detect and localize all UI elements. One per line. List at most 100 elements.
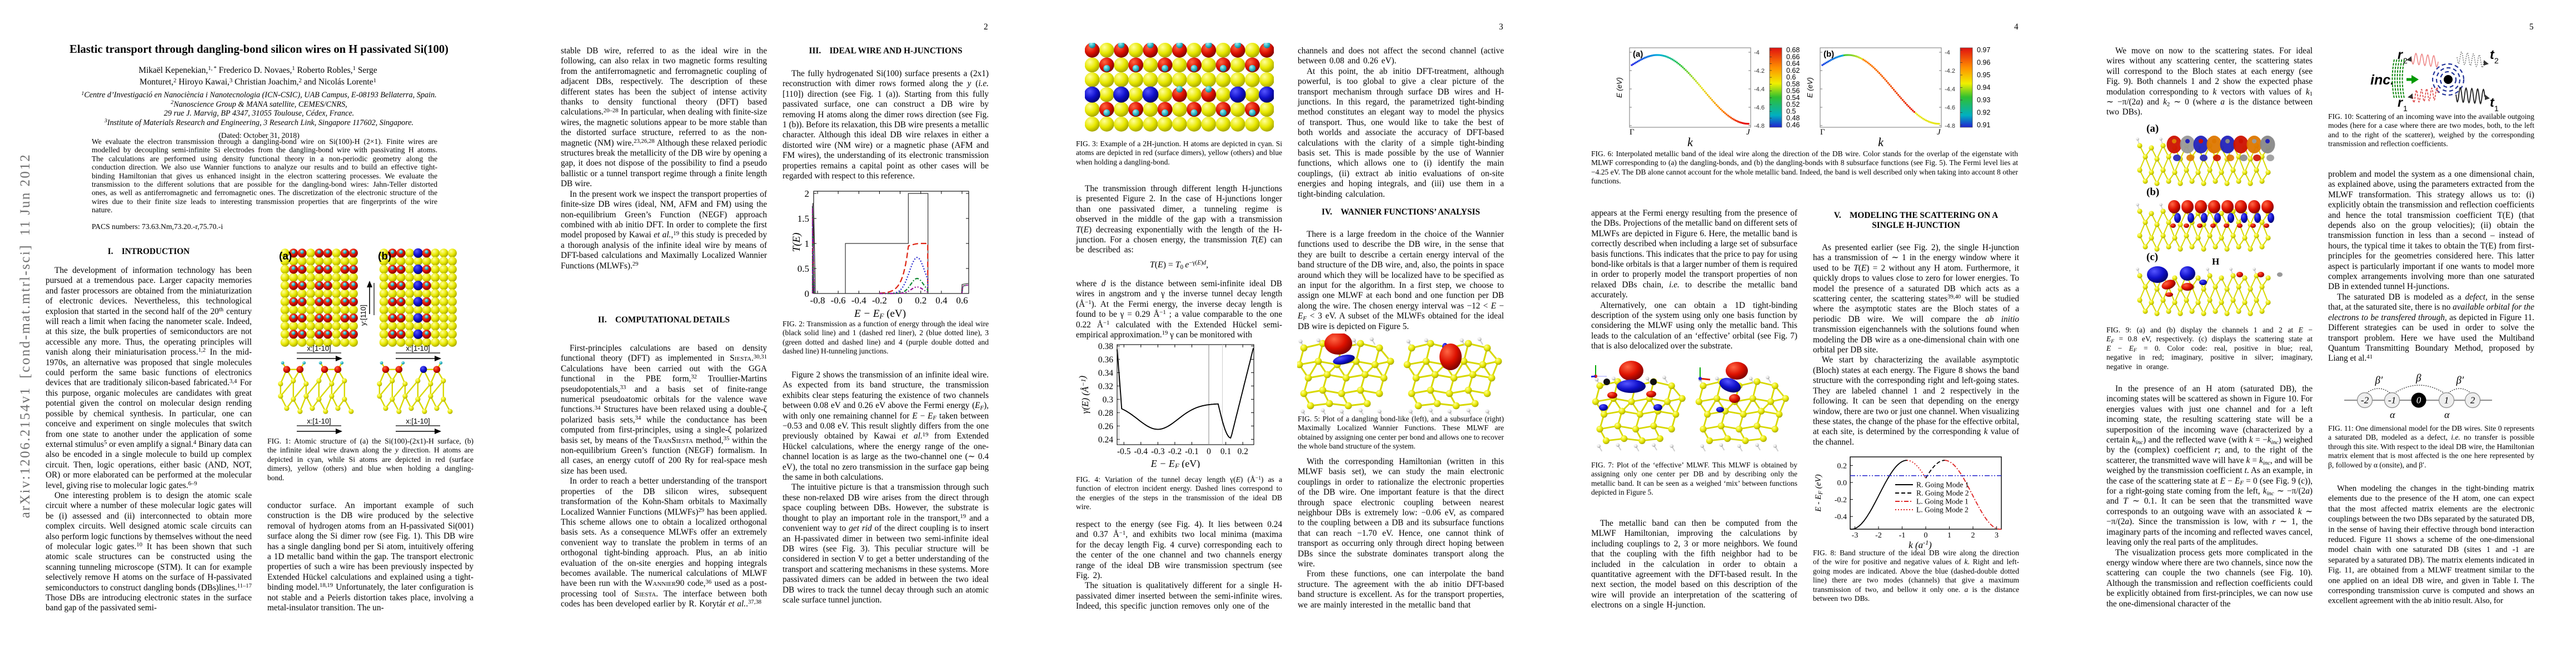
svg-text:0.28: 0.28 bbox=[1098, 409, 1113, 418]
svg-text:-3: -3 bbox=[1852, 531, 1858, 540]
svg-text:-4: -4 bbox=[1754, 49, 1760, 56]
svg-text:0.48: 0.48 bbox=[1786, 115, 1800, 122]
svg-text:0.95: 0.95 bbox=[1977, 71, 1990, 79]
svg-text:Γ: Γ bbox=[1630, 128, 1635, 137]
svg-text:1: 1 bbox=[2403, 104, 2408, 113]
svg-text:x:[1-10]: x:[1-10] bbox=[406, 344, 430, 352]
svg-text:2: 2 bbox=[805, 188, 810, 199]
svg-text:r: r bbox=[2398, 47, 2403, 62]
svg-text:-4.8: -4.8 bbox=[1945, 123, 1955, 130]
svg-text:-0.4: -0.4 bbox=[851, 295, 866, 306]
svg-text:R. Going Mode 1: R. Going Mode 1 bbox=[1916, 481, 1969, 489]
svg-text:inc.: inc. bbox=[2370, 72, 2394, 88]
svg-text:(b): (b) bbox=[2146, 186, 2159, 198]
svg-text:E (eV): E (eV) bbox=[1615, 77, 1623, 98]
svg-text:x:[1-10]: x:[1-10] bbox=[406, 417, 430, 425]
svg-text:(c): (c) bbox=[2146, 251, 2158, 263]
svg-text:0.46: 0.46 bbox=[1786, 121, 1800, 129]
svg-text:0.5: 0.5 bbox=[798, 263, 809, 274]
svg-text:0.68: 0.68 bbox=[1786, 46, 1800, 54]
svg-text:-4.2: -4.2 bbox=[1945, 68, 1955, 74]
svg-text:2: 2 bbox=[2470, 395, 2475, 406]
svg-text:-1: -1 bbox=[1899, 531, 1906, 540]
svg-text:(b): (b) bbox=[1823, 49, 1834, 59]
svg-text:0: 0 bbox=[805, 288, 810, 299]
svg-text:0.2: 0.2 bbox=[915, 295, 926, 306]
svg-text:0.1: 0.1 bbox=[1220, 447, 1231, 456]
svg-text:0.6: 0.6 bbox=[956, 295, 968, 306]
svg-text:0: 0 bbox=[1924, 531, 1928, 540]
svg-text:-4.8: -4.8 bbox=[1754, 123, 1765, 130]
svg-text:1: 1 bbox=[1947, 531, 1951, 540]
svg-text:J: J bbox=[1746, 128, 1751, 137]
svg-text:E - EF (eV): E - EF (eV) bbox=[1814, 474, 1824, 512]
svg-text:E (eV): E (eV) bbox=[1806, 77, 1814, 98]
svg-text:-4.4: -4.4 bbox=[1945, 86, 1955, 93]
svg-text:0: 0 bbox=[2416, 395, 2421, 406]
svg-text:0.56: 0.56 bbox=[1786, 87, 1800, 95]
svg-text:1: 1 bbox=[2444, 395, 2449, 406]
svg-text:-4.6: -4.6 bbox=[1754, 104, 1765, 111]
svg-text:k: k bbox=[1878, 135, 1884, 149]
svg-text:0.36: 0.36 bbox=[1098, 355, 1113, 365]
svg-text:H: H bbox=[2212, 256, 2219, 267]
svg-text:-0.2: -0.2 bbox=[872, 295, 887, 306]
svg-text:1: 1 bbox=[2494, 104, 2499, 113]
svg-text:1: 1 bbox=[805, 238, 810, 249]
svg-text:β′: β′ bbox=[2456, 375, 2464, 386]
svg-text:T(E): T(E) bbox=[791, 233, 803, 252]
svg-text:0.52: 0.52 bbox=[1786, 101, 1800, 108]
svg-text:k: k bbox=[1687, 135, 1693, 149]
svg-text:(a): (a) bbox=[1633, 49, 1643, 59]
svg-text:y:[110]: y:[110] bbox=[359, 305, 367, 326]
svg-text:0.3: 0.3 bbox=[1103, 395, 1114, 405]
svg-text:L. Going Mode 1: L. Going Mode 1 bbox=[1916, 497, 1969, 506]
svg-text:0: 0 bbox=[898, 295, 903, 306]
svg-text:0.91: 0.91 bbox=[1977, 121, 1990, 129]
svg-text:0.92: 0.92 bbox=[1977, 109, 1990, 117]
svg-text:α: α bbox=[2444, 409, 2450, 420]
svg-text:0.24: 0.24 bbox=[1098, 435, 1113, 445]
svg-text:-1: -1 bbox=[2388, 395, 2396, 406]
svg-text:0.62: 0.62 bbox=[1786, 67, 1800, 74]
svg-text:0.4: 0.4 bbox=[935, 295, 948, 306]
svg-text:0.96: 0.96 bbox=[1977, 59, 1990, 67]
svg-text:-4: -4 bbox=[1945, 49, 1950, 56]
svg-text:x:[1-10]: x:[1-10] bbox=[307, 417, 331, 425]
svg-text:-0.3: -0.3 bbox=[1151, 447, 1165, 456]
svg-text:-2: -2 bbox=[2361, 395, 2369, 406]
svg-text:γ(E) (Å−1): γ(E) (Å−1) bbox=[1077, 375, 1090, 414]
svg-text:β′: β′ bbox=[2375, 375, 2383, 386]
svg-text:-0.4: -0.4 bbox=[1134, 447, 1148, 456]
svg-text:0.64: 0.64 bbox=[1786, 60, 1800, 68]
svg-text:Γ: Γ bbox=[1820, 128, 1825, 137]
svg-text:-0.2: -0.2 bbox=[1835, 496, 1847, 505]
svg-text:(a): (a) bbox=[2146, 123, 2159, 135]
svg-text:J: J bbox=[1937, 128, 1941, 137]
svg-text:0.5: 0.5 bbox=[1786, 107, 1796, 115]
svg-text:0.38: 0.38 bbox=[1098, 342, 1113, 351]
svg-text:-0.4: -0.4 bbox=[1835, 513, 1847, 521]
svg-text:β: β bbox=[2415, 374, 2421, 384]
svg-text:0.93: 0.93 bbox=[1977, 96, 1990, 104]
svg-text:0.66: 0.66 bbox=[1786, 53, 1800, 61]
svg-text:x:[1-10]: x:[1-10] bbox=[307, 344, 331, 352]
svg-text:0.32: 0.32 bbox=[1098, 382, 1113, 391]
svg-text:0.54: 0.54 bbox=[1786, 94, 1800, 102]
svg-text:-0.1: -0.1 bbox=[1185, 447, 1199, 456]
svg-text:-0.2: -0.2 bbox=[1168, 447, 1182, 456]
svg-text:2: 2 bbox=[1971, 531, 1975, 540]
svg-text:2: 2 bbox=[2494, 56, 2499, 65]
svg-text:3: 3 bbox=[1995, 531, 1999, 540]
svg-text:-4.6: -4.6 bbox=[1945, 104, 1955, 111]
svg-text:0.2: 0.2 bbox=[1237, 447, 1248, 456]
svg-text:t: t bbox=[2490, 47, 2495, 62]
svg-text:0.2: 0.2 bbox=[1837, 462, 1847, 470]
svg-text:L. Going Mode 2: L. Going Mode 2 bbox=[1916, 506, 1969, 514]
svg-text:E − EF (eV): E − EF (eV) bbox=[854, 308, 906, 318]
svg-text:-2: -2 bbox=[1875, 531, 1882, 540]
svg-text:2: 2 bbox=[2403, 56, 2408, 65]
svg-text:(b): (b) bbox=[378, 251, 391, 262]
svg-text:r: r bbox=[2398, 95, 2403, 109]
svg-text:α: α bbox=[2390, 409, 2395, 420]
